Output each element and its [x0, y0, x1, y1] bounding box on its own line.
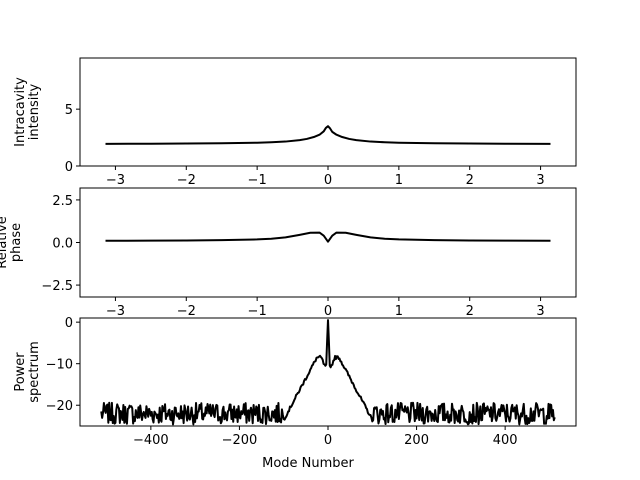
x-tick-label: 2	[466, 304, 474, 319]
series-line-1-1	[105, 125, 551, 145]
x-tick-label: −200	[222, 433, 258, 448]
x-axis-label: Mode Number	[262, 456, 354, 471]
x-tick-label: 2	[466, 173, 474, 188]
x-tick-label: 3	[536, 304, 544, 319]
x-tick-label: −2	[177, 304, 196, 319]
subplot-1: −3 −2 −1 0 1 2 3 0 5 Intracavity intensity	[13, 57, 577, 188]
series-line-2-1	[105, 231, 551, 243]
x-tick-label: 200	[404, 433, 429, 448]
x-tick-label: −400	[133, 433, 169, 448]
x-tick-label: −1	[248, 304, 267, 319]
y-tick-label: 0.0	[52, 237, 73, 252]
y-tick-label: −20	[46, 399, 73, 414]
x-tick-label: 0	[324, 433, 332, 448]
x-tick-label: 3	[536, 173, 544, 188]
y-axis-label: intensity	[27, 84, 42, 141]
x-tick-label: −3	[106, 304, 125, 319]
x-tick-label: −3	[106, 173, 125, 188]
y-axis-label: Intracavity	[13, 77, 28, 147]
y-tick-label: 5	[65, 103, 73, 118]
x-tick-label: 1	[395, 173, 403, 188]
x-tick-label: −2	[177, 173, 196, 188]
x-tick-label: −1	[248, 173, 267, 188]
subplot-3: −400 −200 0 200 400 −20 −10 0 Power spectrum Mode …	[13, 316, 577, 471]
y-tick-label: 0	[65, 160, 73, 175]
y-tick-label: −10	[46, 358, 73, 373]
x-tick-label: 1	[395, 304, 403, 319]
y-tick-label: 0	[65, 316, 73, 331]
x-tick-label: 400	[493, 433, 518, 448]
y-tick-label: 2.5	[52, 194, 73, 209]
y-axis-label: Relative	[0, 216, 10, 268]
y-tick-label: −2.5	[41, 279, 73, 294]
x-tick-label: 0	[324, 304, 332, 319]
y-axis-label: spectrum	[27, 341, 42, 403]
series-line-3-1	[100, 319, 556, 426]
x-tick-label: 0	[324, 173, 332, 188]
y-axis-label: Power	[13, 352, 28, 392]
subplot-2: −3 −2 −1 0 1 2 3 −2.5 0.0 2.5 Relative phase	[0, 187, 577, 319]
y-axis-label: phase	[9, 223, 24, 262]
plot-frame	[79, 57, 577, 167]
